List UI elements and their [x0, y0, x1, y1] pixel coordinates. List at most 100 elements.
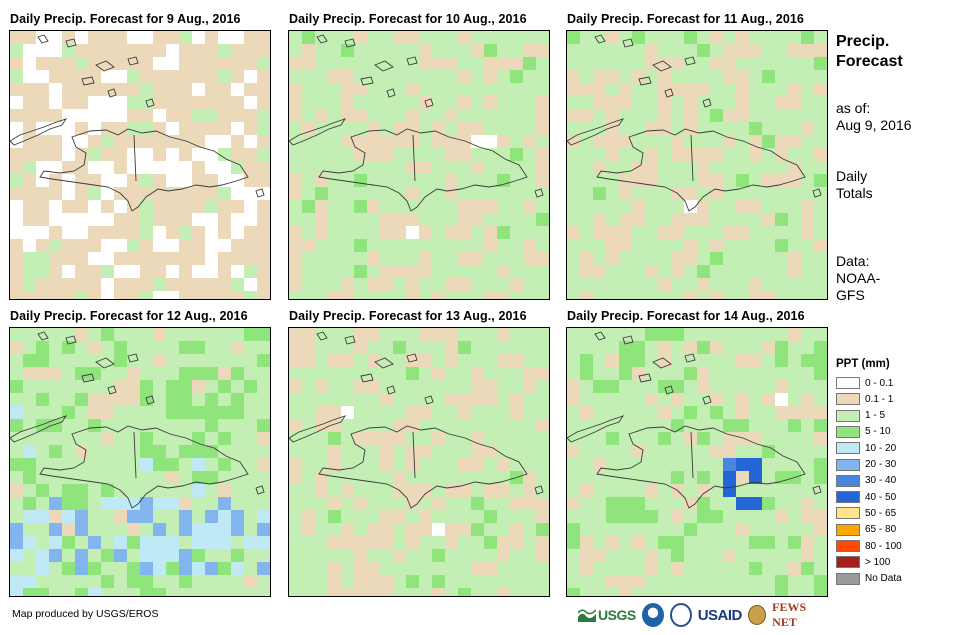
precip-cell — [632, 588, 645, 596]
precip-cell — [244, 187, 257, 200]
precip-cell — [606, 497, 619, 510]
precip-cell — [153, 523, 166, 536]
precip-cell — [419, 523, 432, 536]
precip-cell — [23, 148, 36, 161]
precip-cell — [49, 174, 62, 187]
precip-cell — [367, 380, 380, 393]
usaid-logo: USAID — [697, 606, 743, 624]
precip-cell — [567, 265, 580, 278]
precip-cell — [458, 380, 471, 393]
precip-cell — [49, 70, 62, 83]
precip-cell — [62, 536, 75, 549]
precip-cell — [749, 445, 762, 458]
precip-cell — [354, 536, 367, 549]
precip-cell — [749, 57, 762, 70]
precip-cell — [328, 367, 341, 380]
precip-cell — [775, 536, 788, 549]
precip-cell — [406, 122, 419, 135]
border-line — [690, 134, 694, 182]
precip-cell — [567, 393, 580, 406]
noaa-logo-icon — [641, 603, 664, 627]
precip-cell — [788, 510, 801, 523]
precip-cell — [62, 265, 75, 278]
precip-cell — [510, 148, 523, 161]
precip-cell — [445, 148, 458, 161]
precip-cell — [567, 174, 580, 187]
legend-label: 5 - 10 — [865, 426, 891, 438]
precip-cell — [697, 291, 710, 299]
precip-cell — [736, 380, 749, 393]
precip-cell — [88, 432, 101, 445]
precip-cell — [49, 83, 62, 96]
precip-cell — [445, 109, 458, 122]
precip-cell — [684, 148, 697, 161]
precip-cell — [458, 109, 471, 122]
precip-cell — [632, 70, 645, 83]
precip-cell — [458, 341, 471, 354]
precip-cell — [684, 213, 697, 226]
precip-cell — [101, 393, 114, 406]
precip-cell — [289, 70, 302, 83]
precip-cell — [736, 523, 749, 536]
precip-cell — [393, 70, 406, 83]
precip-cell — [23, 31, 36, 44]
precip-cell — [567, 367, 580, 380]
precip-cell — [192, 278, 205, 291]
precip-cell — [645, 174, 658, 187]
precip-cell — [380, 31, 393, 44]
precip-cell — [619, 44, 632, 57]
precip-cell — [497, 432, 510, 445]
precip-cell — [367, 135, 380, 148]
precip-cell — [523, 70, 536, 83]
precip-cell — [231, 367, 244, 380]
precip-cell — [153, 148, 166, 161]
precip-cell — [723, 536, 736, 549]
precip-cell — [354, 109, 367, 122]
precip-cell — [354, 57, 367, 70]
precip-cell — [127, 393, 140, 406]
precip-cell — [567, 445, 580, 458]
precip-cell — [445, 213, 458, 226]
precip-cell — [289, 458, 302, 471]
precip-cell — [315, 432, 328, 445]
precip-cell — [658, 161, 671, 174]
precip-cell — [127, 161, 140, 174]
precip-cell — [510, 226, 523, 239]
precip-cell — [471, 83, 484, 96]
precip-cell — [23, 406, 36, 419]
precip-cell — [671, 109, 684, 122]
precip-cell — [801, 174, 814, 187]
precip-cell — [749, 458, 762, 471]
precip-cell — [101, 484, 114, 497]
precip-cell — [484, 523, 497, 536]
island-outline — [37, 34, 49, 44]
precip-cell — [218, 83, 231, 96]
precip-cell — [736, 458, 749, 471]
precip-cell — [315, 380, 328, 393]
precip-cell — [75, 367, 88, 380]
precip-cell — [244, 213, 257, 226]
precip-cell — [580, 549, 593, 562]
precip-cell — [49, 510, 62, 523]
precip-cell — [593, 239, 606, 252]
precip-cell — [419, 367, 432, 380]
precip-cell — [510, 354, 523, 367]
precip-cell — [658, 523, 671, 536]
precip-cell — [62, 148, 75, 161]
precip-cell — [432, 406, 445, 419]
precip-cell — [697, 161, 710, 174]
precip-cell — [788, 432, 801, 445]
precip-cell — [632, 200, 645, 213]
precip-cell — [593, 341, 606, 354]
precip-cell — [788, 549, 801, 562]
precip-cell — [723, 588, 736, 596]
precip-cell — [328, 458, 341, 471]
precip-cell — [88, 96, 101, 109]
precip-cell — [580, 497, 593, 510]
precip-grid — [567, 328, 827, 596]
precip-cell — [328, 380, 341, 393]
precip-cell — [302, 328, 315, 341]
precip-cell — [218, 393, 231, 406]
precip-cell — [49, 536, 62, 549]
precip-cell — [484, 239, 497, 252]
